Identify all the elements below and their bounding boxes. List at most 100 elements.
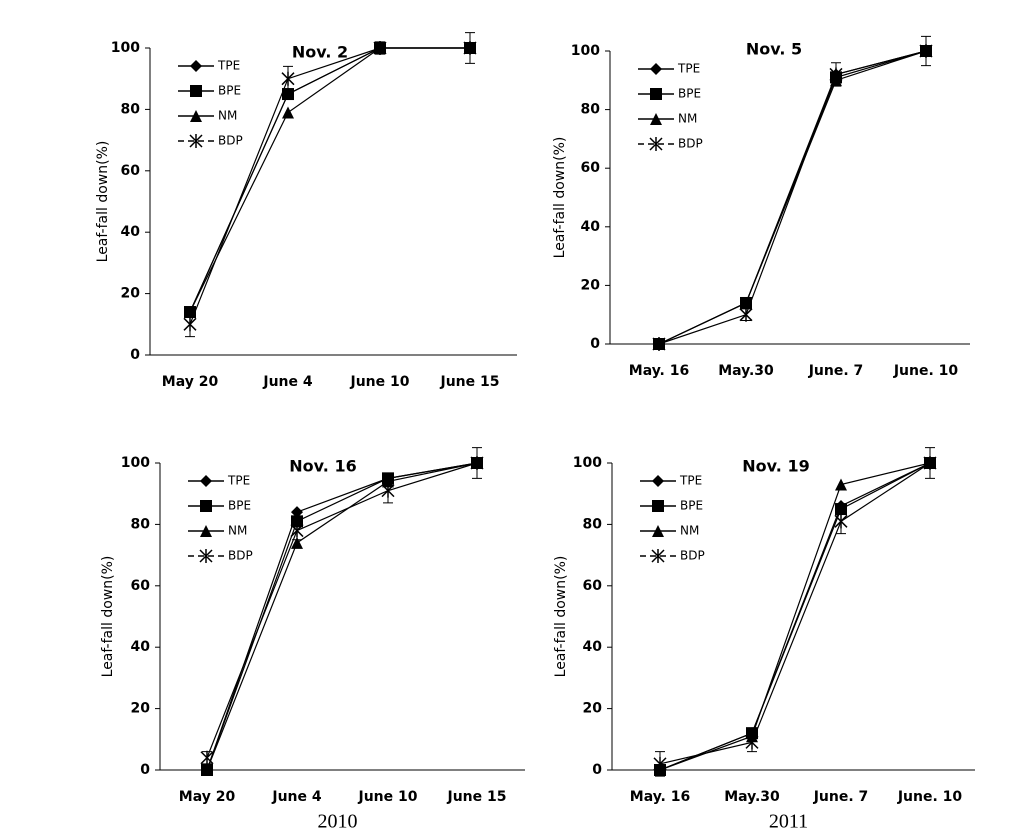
y-tick-label: 20 [583,701,603,717]
x-tick-label: June. 10 [893,363,959,379]
legend-marker [190,60,202,72]
series-line [658,50,927,345]
chart-title: Nov. 16 [289,457,356,476]
x-tick-label: June 15 [440,374,500,390]
legend-label: NM [678,112,697,126]
data-point [923,456,937,470]
legend-label: BDP [680,549,705,563]
y-tick-label: 60 [121,163,141,179]
legend-label: BDP [218,134,243,148]
legend-label: BPE [228,499,251,513]
data-point [200,750,214,765]
series-line [206,462,478,771]
x-tick-label: June. 10 [897,789,963,805]
data-point [373,41,387,55]
x-tick-label: June 10 [350,374,410,390]
caption: 2011 [769,811,808,833]
legend-marker [199,549,213,563]
legend-label: BPE [678,87,701,101]
legend-label: TPE [679,474,702,488]
x-tick-label: May.30 [718,363,774,379]
data-point [739,307,753,322]
x-tick-label: May 20 [179,789,236,805]
legend-label: BPE [680,499,703,513]
legend-label: BDP [228,549,253,563]
y-tick-label: 20 [131,701,151,717]
legend-marker [190,85,202,97]
x-tick-label: May. 16 [630,789,690,805]
series-line [659,462,931,771]
data-point [470,456,484,470]
legend-marker [652,475,664,487]
chart-title: Nov. 2 [292,43,348,62]
legend-marker [649,137,663,151]
y-tick-label: 60 [131,578,151,594]
data-point [183,317,197,332]
chart-title: Nov. 19 [742,457,809,476]
series-line [189,47,470,325]
legend-label: BPE [218,84,241,98]
legend-marker [652,525,664,537]
x-tick-label: May 20 [162,374,219,390]
y-tick-label: 80 [581,102,601,118]
y-tick-label: 100 [111,40,140,56]
legend-marker [200,475,212,487]
legend-label: TPE [217,59,240,73]
y-axis-label: Leaf-fall down(%) [100,556,116,678]
y-tick-label: 40 [121,224,141,240]
data-point [835,478,847,491]
y-tick-label: 60 [581,160,601,176]
legend-marker [200,525,212,537]
series-line [206,462,478,758]
y-tick-label: 80 [121,101,141,117]
legend-label: BDP [678,137,703,151]
x-tick-label: June 4 [262,374,313,390]
legend-marker [651,549,665,563]
data-point [281,71,295,86]
x-tick-label: May.30 [724,789,780,805]
legend-marker [650,88,662,100]
x-tick-label: June 10 [358,789,418,805]
y-tick-label: 40 [581,219,601,235]
data-point [829,67,843,82]
y-tick-label: 80 [131,516,151,532]
y-tick-label: 40 [131,639,151,655]
legend-marker [652,500,664,512]
y-axis-label: Leaf-fall down(%) [553,556,569,678]
legend-marker [189,134,203,148]
data-point [282,106,294,119]
legend-label: TPE [677,62,700,76]
series-line [659,462,931,765]
legend-marker [650,63,662,75]
x-tick-label: June. 7 [813,789,869,805]
y-axis-label: Leaf-fall down(%) [95,141,111,263]
y-tick-label: 0 [590,336,600,352]
data-point [381,483,395,498]
y-tick-label: 60 [583,578,603,594]
legend-label: TPE [227,474,250,488]
y-tick-label: 20 [581,277,601,293]
data-point [652,337,666,351]
data-point [745,735,759,750]
x-tick-label: June 4 [271,789,322,805]
data-point [291,506,303,519]
series-line [658,50,927,345]
y-tick-label: 40 [583,639,603,655]
data-point [919,44,933,58]
chart-title: Nov. 5 [746,40,802,59]
data-point [201,764,213,776]
y-tick-label: 0 [130,347,140,363]
y-tick-label: 0 [140,762,150,778]
x-tick-label: June. 7 [808,363,864,379]
legend-label: NM [680,524,699,538]
y-tick-label: 100 [121,455,150,471]
legend-label: NM [218,109,237,123]
data-point [463,41,477,55]
legend-marker [650,113,662,125]
data-point [653,756,667,771]
x-tick-label: June 15 [447,789,507,805]
y-tick-label: 20 [121,286,141,302]
data-point [290,523,304,538]
legend-marker [190,110,202,122]
